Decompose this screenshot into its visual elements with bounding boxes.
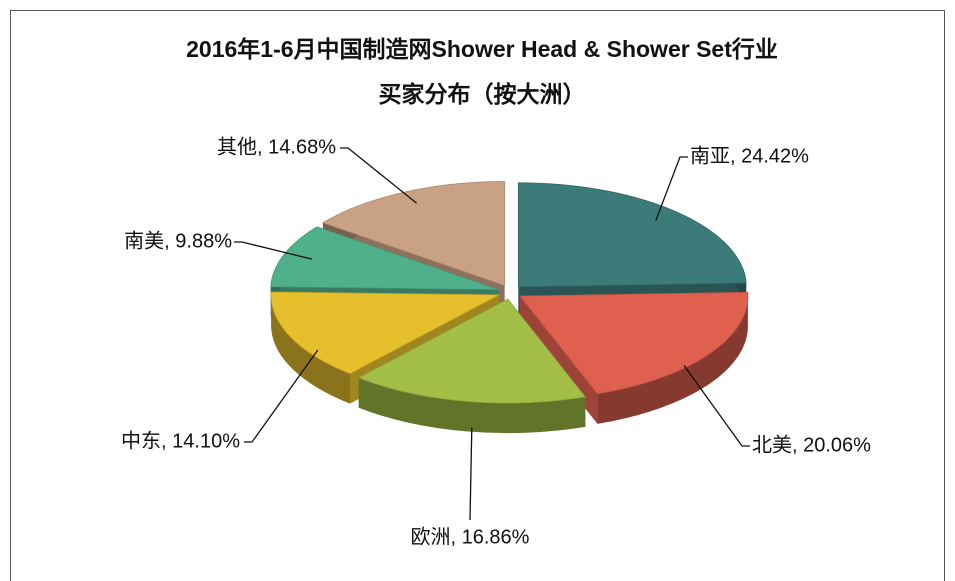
slice-side	[271, 292, 350, 404]
chart-title: 买家分布（按大洲）	[379, 81, 586, 107]
slice-side	[358, 377, 586, 434]
leader-line	[244, 349, 319, 443]
pie-slice	[270, 226, 499, 291]
data-label: 南美, 9.88%	[124, 229, 232, 252]
leader-line	[683, 365, 750, 447]
pie-slice	[357, 298, 587, 404]
chart-title: 2016年1-6月中国制造网Shower Head & Shower Set行业	[186, 36, 778, 62]
leader-line	[340, 147, 417, 204]
pie-slice	[519, 291, 749, 395]
data-label: 其他, 14.68%	[217, 135, 336, 158]
leader-line	[234, 241, 313, 260]
pie-slice	[517, 182, 747, 288]
slice-tops	[270, 181, 749, 404]
data-label: 北美, 20.06%	[752, 433, 871, 456]
slice-side	[597, 292, 748, 424]
data-label: 欧洲, 16.86%	[411, 525, 530, 548]
data-label: 南亚, 24.42%	[690, 144, 809, 167]
leader-line	[469, 427, 473, 521]
leader-line	[655, 156, 688, 221]
pie-slice	[270, 291, 500, 375]
data-label: 中东, 14.10%	[121, 429, 240, 452]
